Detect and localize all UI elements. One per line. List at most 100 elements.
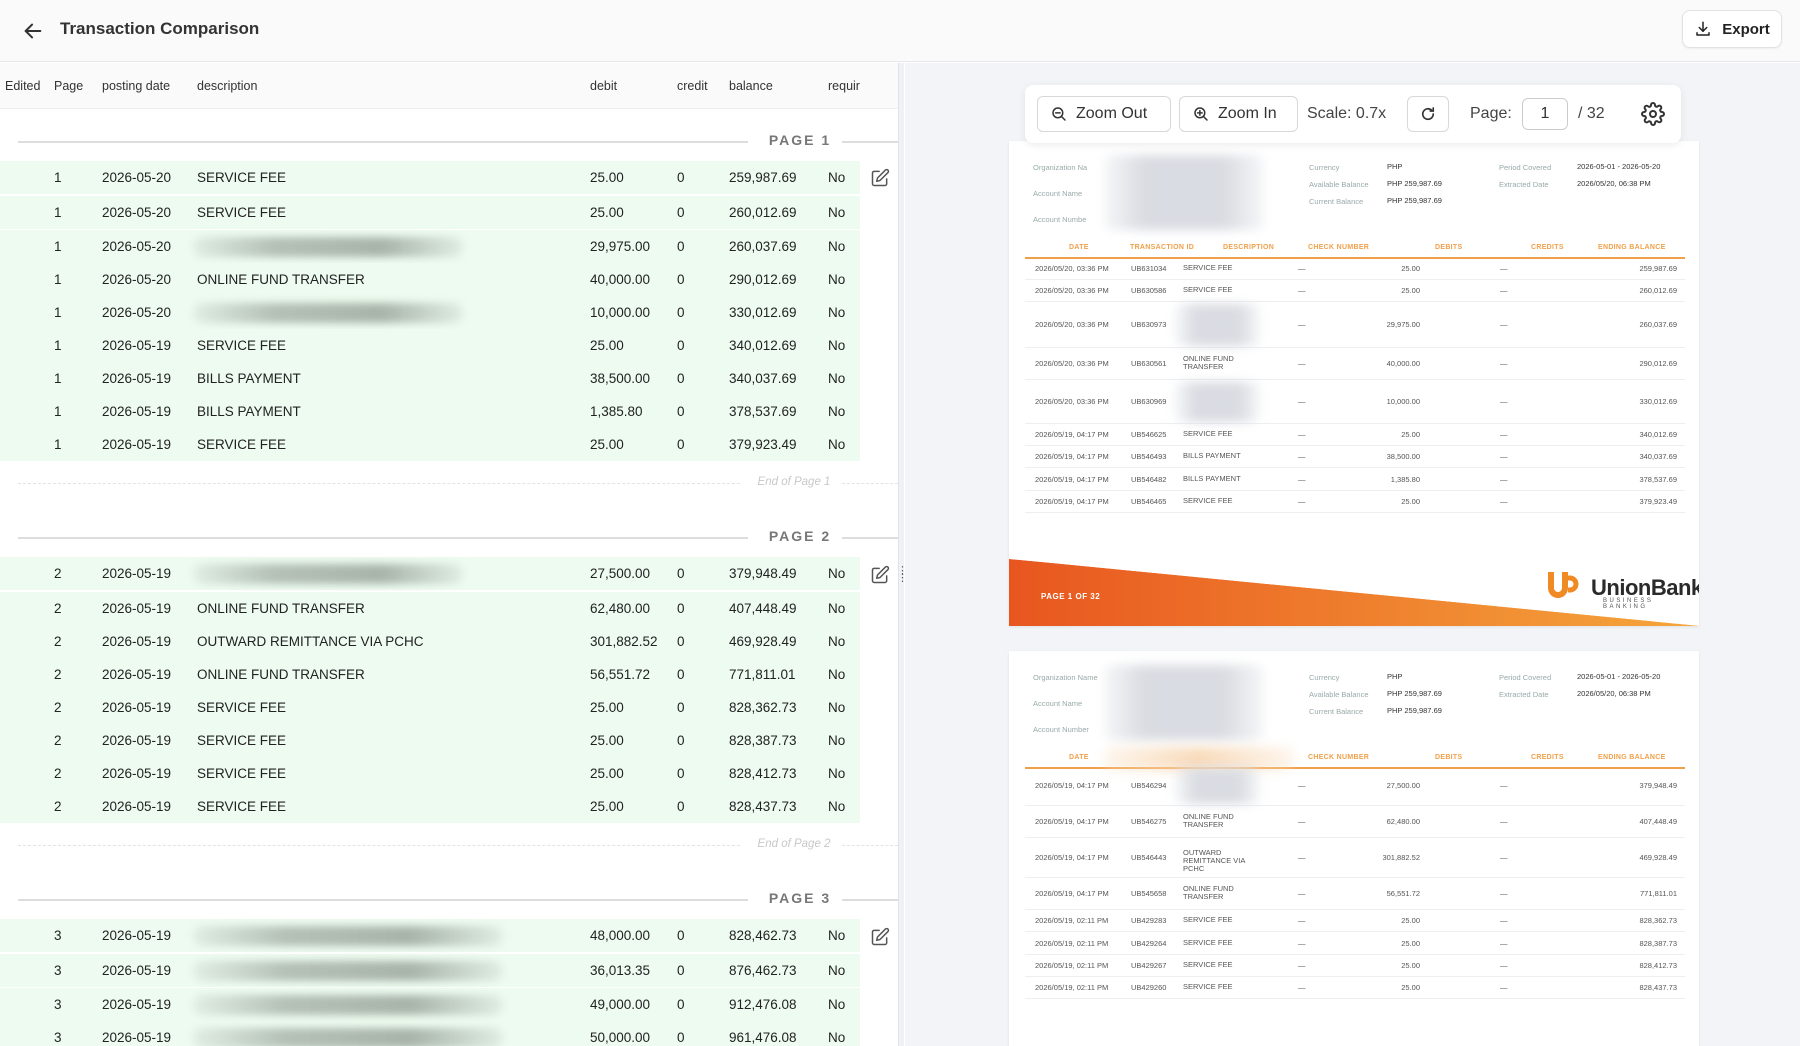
table-row[interactable]: 2 2026-05-19 SERVICE FEE 25.00 0 828,387.73 No <box>0 724 860 757</box>
statement-column-header: CREDITS <box>1531 244 1564 251</box>
statement-date: 2026/05/19, 04:17 PM <box>1035 452 1109 461</box>
transaction-id: UB546465 <box>1131 497 1167 506</box>
table-row[interactable]: 1 2026-05-19 BILLS PAYMENT 1,385.80 0 378,537… <box>0 395 860 428</box>
table-row[interactable]: 3 2026-05-19 49,000.00 0 912,476.08 No <box>0 988 860 1021</box>
ending-balance: 828,387.73 <box>1639 939 1677 948</box>
cell-page: 2 <box>54 700 62 715</box>
cell-required: No <box>828 963 846 978</box>
statement-table-header: DATE TRANSACTION ID DESCRIPTION CHECK NUMBE… <box>1025 239 1685 259</box>
column-header-balance[interactable]: balance <box>729 79 773 93</box>
cell-required: No <box>828 239 846 254</box>
pane-divider[interactable] <box>898 63 904 1046</box>
statement-column-header: CREDITS <box>1531 754 1564 761</box>
statement-date: 2026/05/19, 02:11 PM <box>1035 939 1109 948</box>
cell-credit: 0 <box>677 239 685 254</box>
edit-row-button[interactable] <box>870 168 890 188</box>
reset-zoom-button[interactable] <box>1407 96 1449 132</box>
table-row[interactable]: 2 2026-05-19 OUTWARD REMITTANCE VIA PCHC 30… <box>0 625 860 658</box>
cell-posting-date: 2026-05-19 <box>102 667 172 682</box>
cell-balance: 828,437.73 <box>729 799 797 814</box>
check-number: — <box>1298 983 1306 992</box>
cell-description: ONLINE FUND TRANSFER <box>197 601 365 616</box>
cell-page: 1 <box>54 338 62 353</box>
edit-row-button[interactable] <box>870 565 890 585</box>
table-body[interactable]: PAGE 1 1 2026-05-20 SERVICE FEE 25.00 0 259,98… <box>0 109 898 1046</box>
cell-required: No <box>828 305 846 320</box>
back-button[interactable] <box>18 16 48 46</box>
table-row[interactable]: 1 2026-05-20 10,000.00 0 330,012.69 No <box>0 296 860 329</box>
statement-row: 2026/05/19, 02:11 PM UB429267 SERVICE FEE —… <box>1025 955 1685 977</box>
column-header-description[interactable]: description <box>197 79 258 93</box>
table-row[interactable]: 2 2026-05-19 SERVICE FEE 25.00 0 828,412.73 No <box>0 757 860 790</box>
table-row[interactable]: 3 2026-05-19 36,013.35 0 876,462.73 No <box>0 954 860 987</box>
column-header-required[interactable]: requir <box>828 79 860 93</box>
cell-credit: 0 <box>677 404 685 419</box>
cell-description: SERVICE FEE <box>197 170 287 185</box>
statement-credit: — <box>1500 817 1508 826</box>
cell-credit: 0 <box>677 566 685 581</box>
statement-meta-key: Currency <box>1309 673 1340 682</box>
statement-credit: — <box>1500 916 1508 925</box>
table-row[interactable]: 2 2026-05-19 SERVICE FEE 25.00 0 828,362.73 No <box>0 691 860 724</box>
zoom-out-label: Zoom Out <box>1076 105 1148 122</box>
cell-credit: 0 <box>677 667 685 682</box>
download-icon <box>1696 21 1710 36</box>
page-number-input[interactable] <box>1522 98 1568 130</box>
table-row[interactable]: 2 2026-05-19 ONLINE FUND TRANSFER 62,480.00… <box>0 592 860 625</box>
check-number: — <box>1298 939 1306 948</box>
export-button[interactable]: Export <box>1682 10 1782 48</box>
cell-credit: 0 <box>677 799 685 814</box>
table-row[interactable]: 1 2026-05-20 SERVICE FEE 25.00 0 259,987.69 No <box>0 161 860 194</box>
table-row[interactable]: 1 2026-05-19 SERVICE FEE 25.00 0 340,012.69 No <box>0 329 860 362</box>
table-row[interactable]: 1 2026-05-20 29,975.00 0 260,037.69 No <box>0 230 860 263</box>
table-row[interactable]: 1 2026-05-20 SERVICE FEE 25.00 0 260,012.69 No <box>0 196 860 229</box>
ending-balance: 828,412.73 <box>1639 961 1677 970</box>
statement-row: 2026/05/19, 04:17 PM UB546625 SERVICE FEE —… <box>1025 424 1685 446</box>
cell-debit: 25.00 <box>590 733 624 748</box>
column-header-posting-date[interactable]: posting date <box>102 79 171 93</box>
cell-balance: 340,012.69 <box>729 338 797 353</box>
cell-posting-date: 2026-05-19 <box>102 634 172 649</box>
cell-debit: 48,000.00 <box>590 928 651 943</box>
table-row[interactable]: 1 2026-05-19 SERVICE FEE 25.00 0 379,923.49 No <box>0 428 860 461</box>
column-header-edited[interactable]: Edited <box>5 79 41 93</box>
transaction-id: UB429267 <box>1131 961 1167 970</box>
statement-debit: 25.00 <box>1401 286 1420 295</box>
viewer-settings-button[interactable] <box>1641 102 1665 126</box>
statement-description: SERVICE FEE <box>1183 960 1233 969</box>
cell-page: 2 <box>54 766 62 781</box>
column-header-debit[interactable]: debit <box>590 79 618 93</box>
cell-debit: 29,975.00 <box>590 239 651 254</box>
edit-row-button[interactable] <box>870 927 890 947</box>
statement-credit: — <box>1500 983 1508 992</box>
table-row[interactable]: 2 2026-05-19 SERVICE FEE 25.00 0 828,437.73 No <box>0 790 860 823</box>
cell-page: 1 <box>54 437 62 452</box>
table-row[interactable]: 1 2026-05-20 ONLINE FUND TRANSFER 40,000.00… <box>0 263 860 296</box>
cell-page: 3 <box>54 1030 62 1045</box>
statement-row: 2026/05/20, 03:36 PM UB631034 SERVICE FEE —… <box>1025 258 1685 280</box>
table-row[interactable]: 3 2026-05-19 48,000.00 0 828,462.73 No <box>0 919 860 952</box>
cell-credit: 0 <box>677 634 685 649</box>
zoom-out-button[interactable]: Zoom Out <box>1037 96 1171 132</box>
drag-handle-icon[interactable]: ⋮ ⋮ <box>897 565 908 584</box>
statement-description: SERVICE FEE <box>1183 982 1233 991</box>
cell-description: SERVICE FEE <box>197 205 287 220</box>
statement-meta-key: Current Balance <box>1309 197 1364 206</box>
cell-required: No <box>828 799 846 814</box>
account-meta-label: Organization Na <box>1033 163 1088 172</box>
cell-required: No <box>828 371 846 386</box>
column-header-credit[interactable]: credit <box>677 79 708 93</box>
statement-date: 2026/05/19, 04:17 PM <box>1035 817 1109 826</box>
column-header-page[interactable]: Page <box>54 79 84 93</box>
cell-posting-date: 2026-05-19 <box>102 997 172 1012</box>
cell-required: No <box>828 170 846 185</box>
cell-debit: 25.00 <box>590 799 624 814</box>
table-row[interactable]: 3 2026-05-19 50,000.00 0 961,476.08 No <box>0 1021 860 1046</box>
table-row[interactable]: 1 2026-05-19 BILLS PAYMENT 38,500.00 0 340,03… <box>0 362 860 395</box>
pdf-page: Organization Na Account Name Account Numbe… <box>1009 141 1699 626</box>
table-header: Edited Page posting date description deb… <box>0 63 898 109</box>
cell-balance: 330,012.69 <box>729 305 797 320</box>
table-row[interactable]: 2 2026-05-19 ONLINE FUND TRANSFER 56,551.72… <box>0 658 860 691</box>
zoom-in-button[interactable]: Zoom In <box>1179 96 1298 132</box>
table-row[interactable]: 2 2026-05-19 27,500.00 0 379,948.49 No <box>0 557 860 590</box>
